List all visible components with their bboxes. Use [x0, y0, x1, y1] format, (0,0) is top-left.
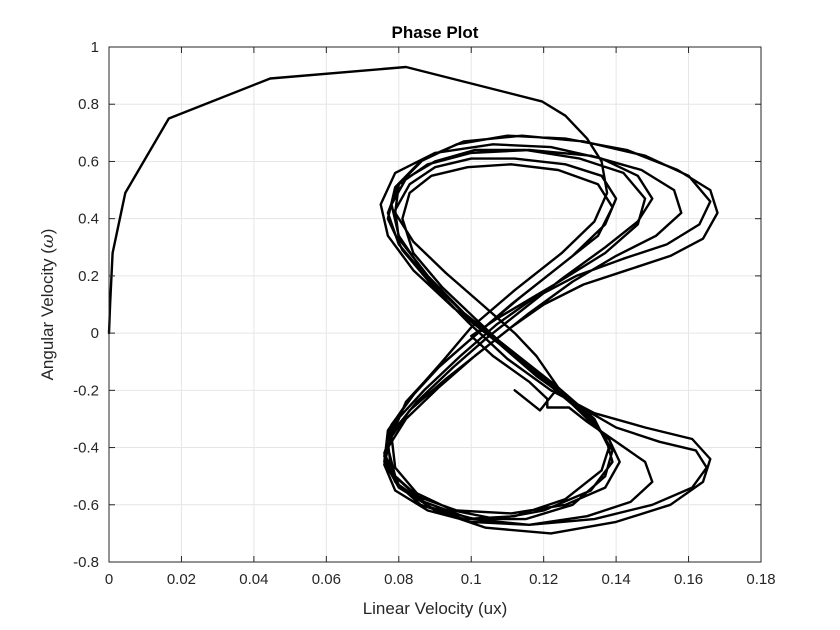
- x-tick-label: 0.16: [674, 571, 703, 588]
- y-tick-label: 1: [91, 39, 99, 56]
- x-tick-label: 0.1: [461, 571, 482, 588]
- y-axis-label-symbol: ω: [38, 234, 58, 248]
- y-tick-label: 0.8: [78, 96, 99, 113]
- x-tick-label: 0.06: [312, 571, 341, 588]
- axis-ticks: [108, 46, 762, 563]
- y-tick-label: 0: [91, 325, 99, 342]
- x-tick-label: 0.14: [602, 571, 631, 588]
- x-tick-label: 0.08: [384, 571, 413, 588]
- x-tick-label: 0.12: [529, 571, 558, 588]
- y-tick-label: -0.6: [73, 497, 99, 514]
- y-tick-label: 0.4: [78, 211, 99, 228]
- y-tick-label: -0.2: [73, 382, 99, 399]
- y-axis-label: Angular Velocity (ω): [38, 229, 58, 381]
- y-axis-label-prefix: Angular Velocity (: [38, 248, 57, 381]
- axes-box: [108, 46, 762, 563]
- x-tick-label: 0.02: [167, 571, 196, 588]
- y-tick-label: -0.8: [73, 554, 99, 571]
- x-tick-label: 0: [105, 571, 113, 588]
- x-tick-label: 0.18: [746, 571, 775, 588]
- x-axis-label: Linear Velocity (ux): [363, 599, 508, 618]
- chart-title: Phase Plot: [392, 23, 479, 42]
- y-tick-label: 0.2: [78, 268, 99, 285]
- y-tick-label: 0.6: [78, 153, 99, 170]
- y-tick-label: -0.4: [73, 440, 99, 457]
- x-tick-label: 0.04: [239, 571, 268, 588]
- y-axis-label-suffix: ): [38, 229, 57, 235]
- tick-labels: 0 0.02 0.04 0.06 0.08 0.1 0.12 0.14 0.16 0.18 -0.8…: [73, 39, 775, 588]
- trajectory-line: [107, 65, 719, 535]
